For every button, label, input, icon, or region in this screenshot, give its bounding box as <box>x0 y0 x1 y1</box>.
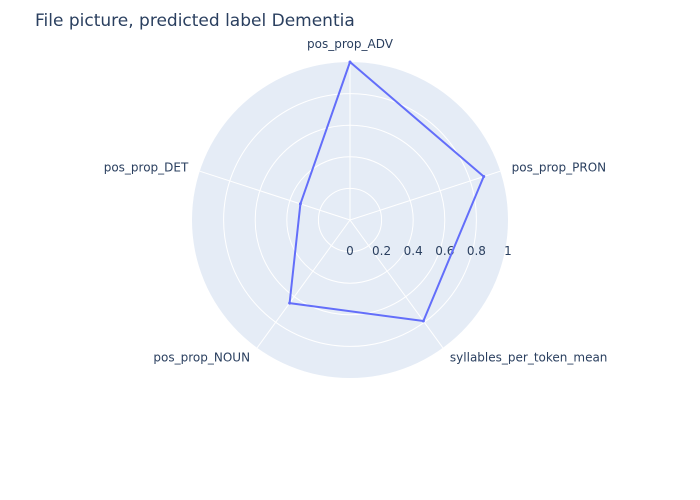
radial-tick-label: 0.6 <box>435 244 454 258</box>
angular-gridline <box>199 170 351 221</box>
axis-label: syllables_per_token_mean <box>450 351 607 365</box>
data-point <box>482 175 486 179</box>
data-point <box>421 319 425 323</box>
radial-tick-label: 0.4 <box>404 244 423 258</box>
data-point <box>348 60 352 64</box>
angular-gridline <box>256 219 351 349</box>
data-point <box>298 202 302 206</box>
axis-label: pos_prop_NOUN <box>153 351 250 365</box>
axis-label: pos_prop_ADV <box>307 37 394 51</box>
radial-tick-label: 0.8 <box>467 244 486 258</box>
series-line <box>288 61 485 322</box>
radial-tick-label: 0 <box>346 244 354 258</box>
radial-tick-label: 1 <box>504 244 512 258</box>
axis-label: pos_prop_DET <box>104 160 189 174</box>
axis-label: pos_prop_PRON <box>512 160 606 174</box>
angular-gridline <box>349 170 501 221</box>
radial-tick-label: 0.2 <box>372 244 391 258</box>
chart-title: File picture, predicted label Dementia <box>35 11 355 31</box>
data-point <box>288 301 292 305</box>
angular-gridline <box>349 219 444 349</box>
